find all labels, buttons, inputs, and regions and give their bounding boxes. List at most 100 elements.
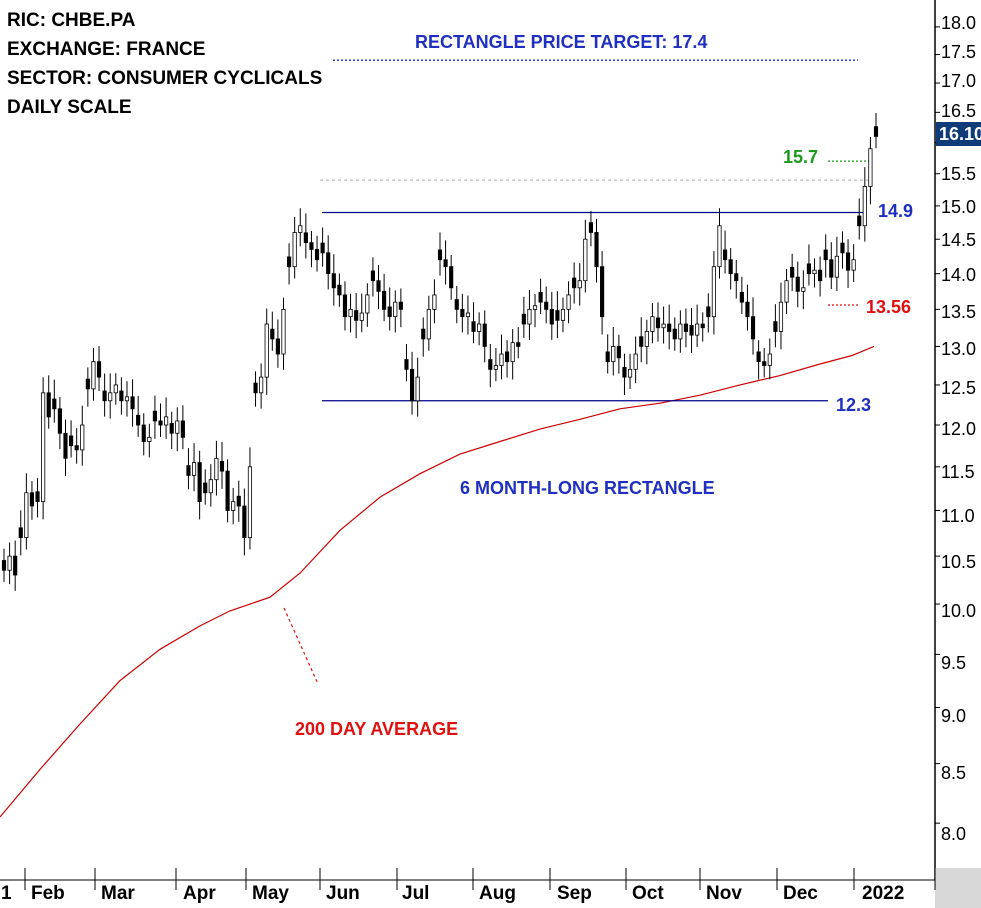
x-tick-label: Apr bbox=[183, 883, 216, 904]
y-tick-label: 8.5 bbox=[941, 763, 967, 783]
last-price-badge: 16.10 bbox=[936, 122, 981, 146]
candle-body bbox=[164, 416, 169, 426]
candle-body bbox=[437, 249, 443, 261]
level-1356-label: 13.56 bbox=[866, 297, 912, 317]
candle-body bbox=[818, 269, 823, 282]
candle-body bbox=[672, 328, 677, 340]
candle-body bbox=[734, 273, 739, 282]
candle-body bbox=[326, 252, 331, 275]
candle-body bbox=[85, 378, 90, 390]
candle-body bbox=[622, 366, 627, 378]
candle-body bbox=[421, 328, 426, 340]
candle-body bbox=[309, 242, 314, 250]
candle-body bbox=[29, 492, 35, 507]
candle-body bbox=[18, 527, 23, 539]
candle-body bbox=[393, 301, 398, 318]
candle-body bbox=[63, 432, 68, 459]
candle-body bbox=[868, 148, 873, 187]
candle-body bbox=[303, 232, 308, 244]
x-tick-label: Oct bbox=[632, 883, 664, 904]
candle-body bbox=[365, 294, 370, 314]
candle-body bbox=[337, 284, 342, 296]
candle-body bbox=[516, 342, 521, 347]
candle-body bbox=[700, 323, 705, 329]
y-tick-label: 17.5 bbox=[941, 42, 977, 62]
candle-body bbox=[845, 252, 851, 271]
y-tick-label: 17.0 bbox=[941, 71, 977, 91]
y-tick-label: 9.5 bbox=[941, 653, 967, 673]
candle-body bbox=[175, 420, 180, 434]
candle-body bbox=[572, 277, 577, 289]
y-tick-label: 15.0 bbox=[941, 197, 977, 217]
candle-body bbox=[840, 242, 845, 254]
candle-body bbox=[756, 351, 761, 363]
candle-body bbox=[823, 249, 828, 261]
price-target-label: RECTANGLE PRICE TARGET: 17.4 bbox=[415, 32, 708, 52]
x-tick-label: Jun bbox=[326, 883, 360, 904]
candle-body bbox=[342, 294, 348, 318]
candle-body bbox=[767, 353, 772, 366]
candle-body bbox=[834, 255, 839, 278]
candle-body bbox=[790, 267, 795, 278]
y-tick-label: 10.5 bbox=[941, 552, 977, 572]
candle-body bbox=[504, 351, 510, 363]
candle-body bbox=[723, 249, 728, 261]
x-tick-label: May bbox=[252, 883, 289, 904]
candle-body bbox=[197, 462, 202, 502]
candle-body bbox=[678, 323, 683, 340]
y-tick-label: 11.5 bbox=[941, 462, 975, 482]
candle-body bbox=[739, 291, 744, 303]
candle-body bbox=[24, 492, 29, 539]
candle-body bbox=[180, 420, 185, 438]
x-tick-label: Aug bbox=[479, 883, 516, 904]
candle-body bbox=[778, 301, 784, 332]
candle-body bbox=[633, 353, 638, 370]
candle-body bbox=[147, 436, 152, 442]
level-lines bbox=[320, 59, 870, 402]
candle-body bbox=[544, 301, 549, 310]
x-tick-label: Sep bbox=[557, 883, 592, 904]
candle-body bbox=[314, 249, 320, 261]
candle-body bbox=[219, 460, 225, 472]
y-tick-label: 8.0 bbox=[941, 824, 967, 844]
candle-body bbox=[225, 470, 230, 511]
candle-body bbox=[57, 408, 62, 434]
candle-body bbox=[247, 466, 253, 539]
sector-label: SECTOR: CONSUMER CYCLICALS bbox=[7, 68, 323, 89]
moving-average-line bbox=[0, 345, 875, 818]
candle-body bbox=[331, 273, 336, 289]
candle-body bbox=[7, 555, 12, 571]
candle-body bbox=[717, 225, 722, 268]
candle-body bbox=[74, 445, 79, 451]
candle-body bbox=[695, 323, 700, 336]
x-tick-marks bbox=[24, 868, 936, 890]
candle-body bbox=[527, 308, 532, 325]
candlesticks bbox=[1, 113, 879, 591]
candle-body bbox=[745, 301, 750, 318]
candle-body bbox=[482, 323, 487, 347]
x-tick-label: Feb bbox=[31, 883, 65, 904]
candle-body bbox=[13, 555, 18, 576]
ma-pointer-line bbox=[283, 607, 319, 685]
candle-body bbox=[376, 280, 381, 292]
candle-body bbox=[320, 242, 325, 254]
candle-body bbox=[102, 390, 107, 402]
candle-body bbox=[270, 328, 275, 340]
candle-body bbox=[398, 301, 403, 310]
candle-body bbox=[577, 280, 582, 289]
candle-body bbox=[711, 266, 716, 318]
candle-body bbox=[762, 361, 767, 366]
y-tick-label: 12.5 bbox=[941, 378, 977, 398]
candle-body bbox=[465, 312, 471, 318]
candle-body bbox=[432, 294, 437, 310]
candle-body bbox=[873, 126, 879, 137]
candle-body bbox=[560, 308, 566, 321]
candle-body bbox=[650, 316, 655, 332]
candle-body bbox=[96, 361, 102, 378]
candle-body bbox=[231, 501, 236, 511]
candle-body bbox=[661, 323, 666, 329]
candle-body bbox=[69, 435, 74, 447]
candle-body bbox=[605, 351, 610, 363]
exchange-label: EXCHANGE: FRANCE bbox=[7, 39, 206, 60]
candle-body bbox=[281, 308, 286, 355]
